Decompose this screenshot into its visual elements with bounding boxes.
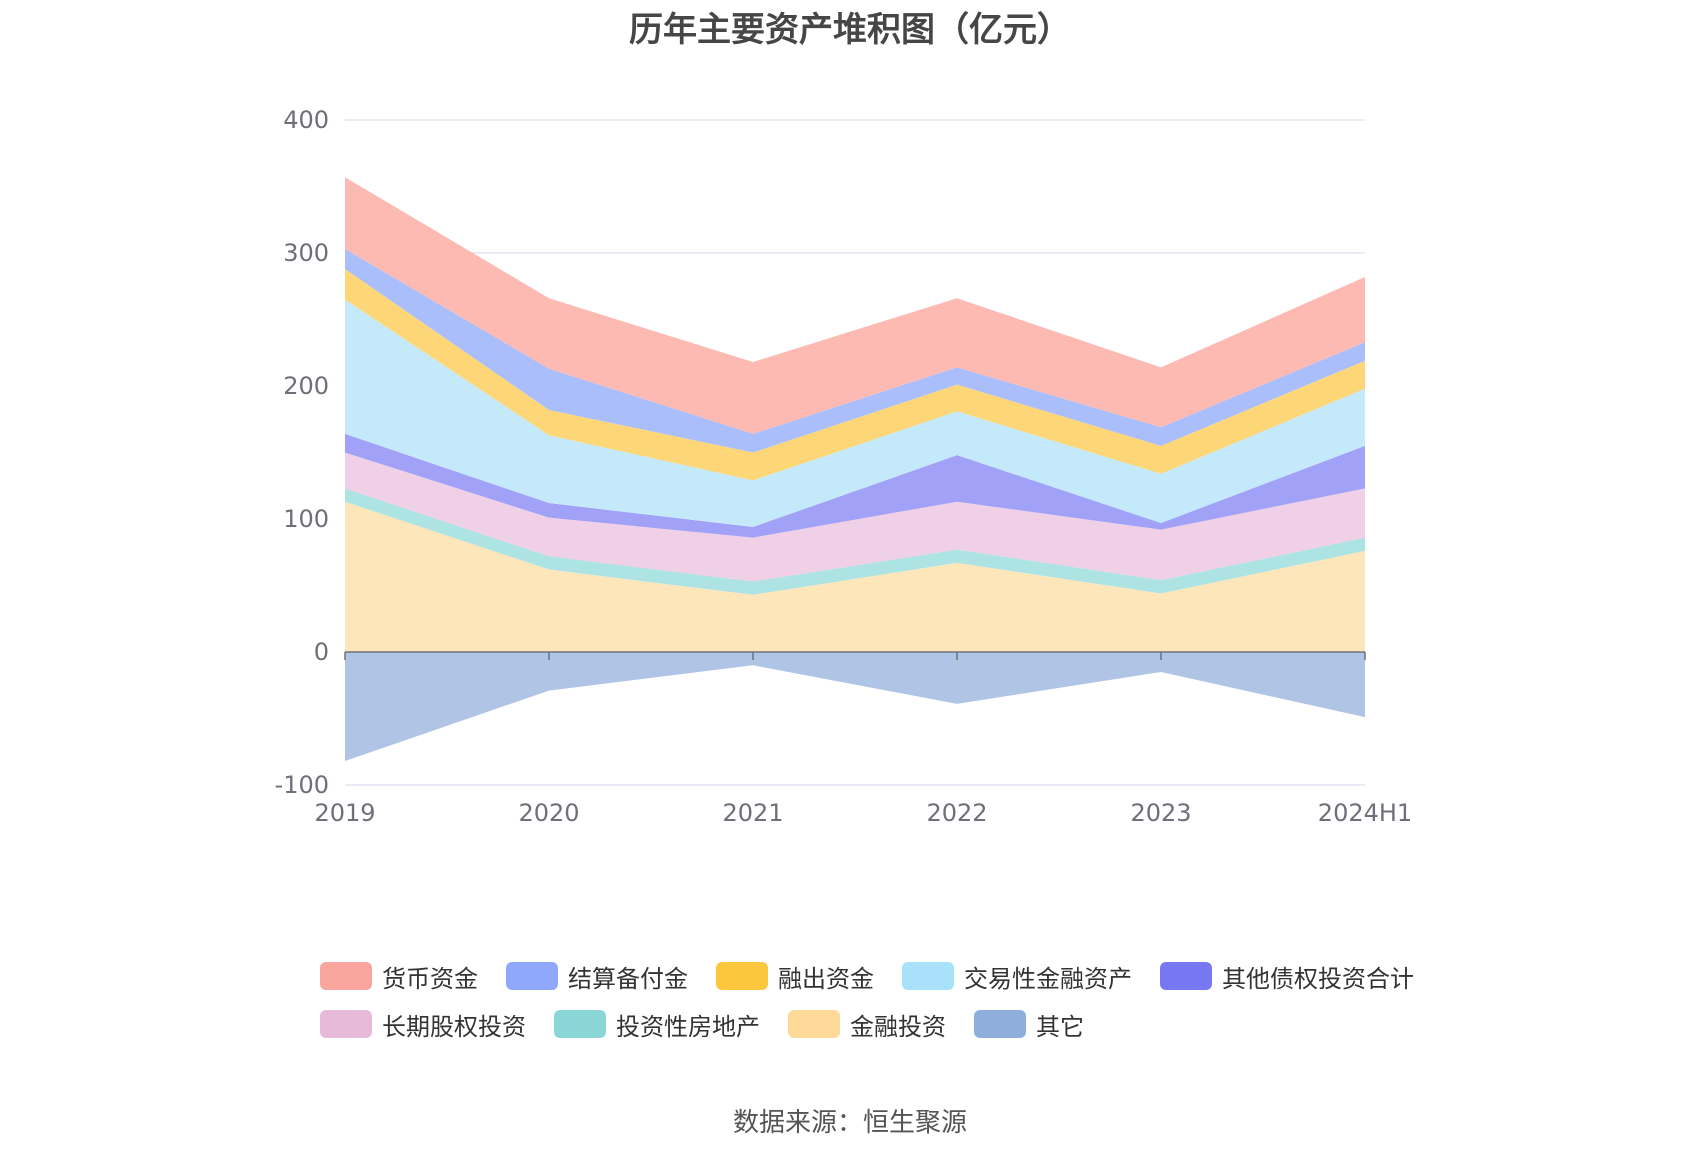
legend-item[interactable]: 其他债权投资合计	[1160, 959, 1414, 994]
y-tick-label: 0	[314, 638, 329, 666]
legend-swatch	[506, 962, 558, 990]
legend-label: 投资性房地产	[616, 1012, 760, 1041]
y-tick-label: 300	[283, 239, 329, 267]
area-结算备付金	[345, 249, 1365, 453]
legend-item[interactable]: 其它	[974, 1007, 1084, 1042]
area-其它	[345, 652, 1365, 762]
legend-swatch	[788, 1010, 840, 1038]
legend-label: 其它	[1036, 1012, 1084, 1041]
y-tick-label: 400	[283, 106, 329, 134]
x-tick-label: 2019	[314, 799, 375, 827]
legend-swatch	[320, 962, 372, 990]
legend-label: 交易性金融资产	[964, 964, 1132, 993]
x-tick-label: 2022	[926, 799, 987, 827]
legend-item[interactable]: 融出资金	[716, 959, 874, 994]
area-金融投资	[345, 501, 1365, 652]
chart-title: 历年主要资产堆积图（亿元）	[629, 10, 1071, 50]
area-长期股权投资	[345, 452, 1365, 582]
legend-item[interactable]: 交易性金融资产	[902, 959, 1132, 994]
area-融出资金	[345, 268, 1365, 481]
y-tick-label: -100	[275, 771, 329, 799]
legend-item[interactable]: 金融投资	[788, 1007, 946, 1042]
area-其他债权投资合计	[345, 433, 1365, 538]
legend-label: 长期股权投资	[382, 1012, 526, 1041]
legend-swatch	[974, 1010, 1026, 1038]
legend-label: 结算备付金	[568, 964, 688, 993]
legend-item[interactable]: 货币资金	[320, 959, 478, 994]
legend: 货币资金 结算备付金 融出资金 交易性金融资产 其他债权投资合计 长期股权投资 投资性房地…	[320, 952, 1460, 1048]
legend-swatch	[716, 962, 768, 990]
area-交易性金融资产	[345, 299, 1365, 527]
legend-swatch	[902, 962, 954, 990]
legend-item[interactable]: 投资性房地产	[554, 1007, 760, 1042]
legend-item[interactable]: 长期股权投资	[320, 1007, 526, 1042]
x-tick-label: 2021	[722, 799, 783, 827]
legend-row-2: 长期股权投资 投资性房地产 金融投资 其它	[320, 1000, 1460, 1048]
y-tick-label: 200	[283, 372, 329, 400]
source-note: 数据来源：恒生聚源	[732, 1108, 967, 1138]
stacked-area-chart: -100 0 100 200 300 400 2019 2020 2021 2022 2023 202…	[275, 106, 1413, 827]
legend-swatch	[1160, 962, 1212, 990]
x-tick-label: 2024H1	[1318, 799, 1412, 827]
legend-label: 其他债权投资合计	[1222, 964, 1414, 993]
x-tick-label: 2020	[518, 799, 579, 827]
area-货币资金	[345, 177, 1365, 434]
legend-item[interactable]: 结算备付金	[506, 959, 688, 994]
legend-label: 金融投资	[850, 1012, 946, 1041]
y-tick-label: 100	[283, 505, 329, 533]
legend-swatch	[320, 1010, 372, 1038]
legend-swatch	[554, 1010, 606, 1038]
x-tick-label: 2023	[1130, 799, 1191, 827]
legend-label: 融出资金	[778, 964, 874, 993]
legend-row-1: 货币资金 结算备付金 融出资金 交易性金融资产 其他债权投资合计	[320, 952, 1460, 1000]
area-投资性房地产	[345, 488, 1365, 595]
legend-label: 货币资金	[382, 964, 478, 993]
